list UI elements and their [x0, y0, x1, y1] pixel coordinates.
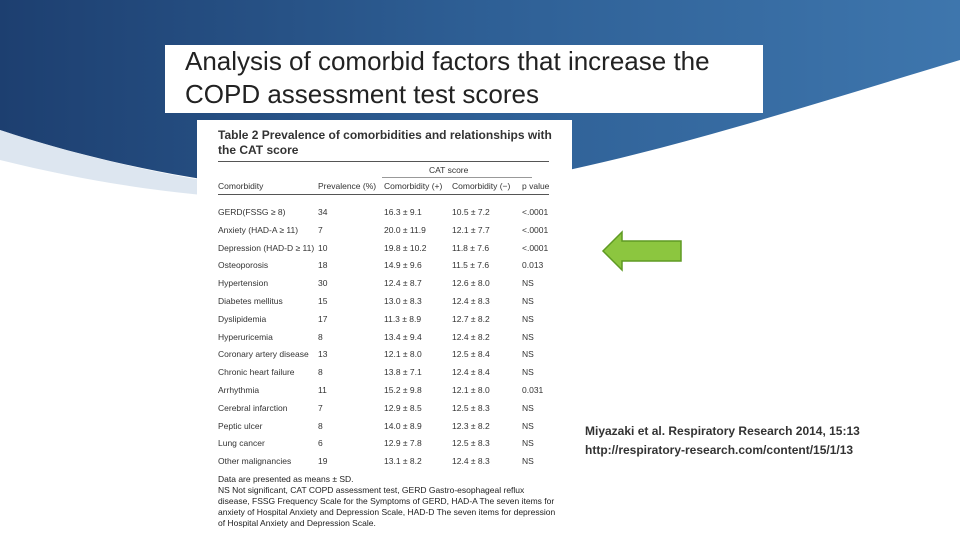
- footnote: Data are presented as means ± SD.: [218, 474, 354, 484]
- row-label: Dyslipidemia: [218, 313, 267, 324]
- cell: 12.5 ± 8.4: [452, 349, 490, 360]
- cell: 12.1 ± 7.7: [452, 224, 490, 235]
- table: Table 2 Prevalence of comorbidities and …: [197, 120, 572, 535]
- cell: 10.5 ± 7.2: [452, 207, 490, 217]
- cell: 12.6 ± 8.0: [452, 278, 490, 289]
- slide-title: Analysis of comorbid factors that increa…: [165, 45, 763, 113]
- cell: 13.4 ± 9.4: [384, 331, 422, 342]
- cell: 34: [318, 207, 328, 217]
- row-label: Arrhythmia: [218, 385, 260, 395]
- cell: 6: [318, 438, 323, 449]
- cell: NS: [522, 331, 534, 342]
- row-label: Diabetes mellitus: [218, 296, 283, 306]
- citation: Miyazaki et al. Respiratory Research 201…: [585, 422, 860, 460]
- row-label: Lung cancer: [218, 438, 265, 449]
- cell: 12.1 ± 8.0: [452, 385, 490, 395]
- cell: 8: [318, 331, 323, 342]
- cell: 13.8 ± 7.1: [384, 367, 422, 378]
- cell: 11: [318, 385, 327, 395]
- cell: 19: [318, 456, 328, 467]
- cell: 12.9 ± 7.8: [384, 438, 422, 449]
- column-header: Comorbidity (+): [384, 181, 443, 191]
- group-header: CAT score: [429, 165, 469, 175]
- cell: 14.0 ± 8.9: [384, 420, 422, 431]
- cell: NS: [522, 420, 534, 431]
- cell: 12.9 ± 8.5: [384, 402, 422, 413]
- cell: 13: [318, 349, 328, 360]
- cell: 7: [318, 224, 323, 235]
- row-label: Cerebral infarction: [218, 402, 288, 413]
- row-label: Hypertension: [218, 278, 269, 289]
- cell: NS: [522, 456, 534, 467]
- cell: 15.2 ± 9.8: [384, 385, 422, 395]
- column-header: Comorbidity: [218, 181, 264, 191]
- cell: <.0001: [522, 242, 549, 253]
- rule: [382, 177, 532, 178]
- arrow: [601, 230, 682, 272]
- row-label: Hyperuricemia: [218, 331, 273, 342]
- cell: NS: [522, 367, 534, 378]
- cell: 12.3 ± 8.2: [452, 420, 490, 431]
- cell: 30: [318, 278, 328, 289]
- cell: 18: [318, 260, 328, 271]
- cell: 19.8 ± 10.2: [384, 242, 427, 253]
- cell: 7: [318, 402, 323, 413]
- cell: NS: [522, 349, 534, 360]
- cell: <.0001: [522, 224, 549, 235]
- cell: 16.3 ± 9.1: [384, 207, 422, 217]
- cell: 8: [318, 367, 323, 378]
- row-label: Osteoporosis: [218, 260, 269, 271]
- cell: NS: [522, 296, 534, 306]
- column-header: Comorbidity (−): [452, 181, 511, 191]
- cell: <.0001: [522, 207, 549, 217]
- row-label: Peptic ulcer: [218, 420, 263, 431]
- cell: 12.5 ± 8.3: [452, 438, 490, 449]
- cell: 11.5 ± 7.6: [452, 260, 490, 271]
- cell: 12.7 ± 8.2: [452, 313, 490, 324]
- cell: 11.8 ± 7.6: [452, 242, 490, 253]
- column-header: p value: [522, 181, 550, 191]
- cell: 0.013: [522, 260, 544, 271]
- footnote: NS Not significant, CAT COPD assessment …: [218, 485, 556, 528]
- citation-line: http://respiratory-research.com/content/…: [585, 443, 854, 457]
- row-label: GERD(FSSG ≥ 8): [218, 207, 286, 217]
- footnotes: Data are presented as means ± SD. NS Not …: [218, 474, 558, 529]
- rule: [218, 194, 549, 195]
- citation-line: Miyazaki et al. Respiratory Research 201…: [585, 424, 860, 438]
- cell: NS: [522, 313, 534, 324]
- cell: 20.0 ± 11.9: [384, 224, 426, 235]
- row-label: Other malignancies: [218, 456, 292, 467]
- cell: 12.4 ± 8.3: [452, 296, 490, 306]
- cell: 12.4 ± 8.4: [452, 367, 490, 378]
- cell: NS: [522, 438, 534, 449]
- row-label: Coronary artery disease: [218, 349, 309, 360]
- cell: 13.0 ± 8.3: [384, 296, 422, 306]
- cell: 12.1 ± 8.0: [384, 349, 422, 360]
- cell: 15: [318, 296, 328, 306]
- cell: 14.9 ± 9.6: [384, 260, 422, 271]
- cell: 0.031: [522, 385, 544, 395]
- cell: 12.4 ± 8.2: [452, 331, 490, 342]
- row-label: Chronic heart failure: [218, 367, 295, 378]
- cell: 12.4 ± 8.7: [384, 278, 422, 289]
- row-label: Depression (HAD-D ≥ 11): [218, 242, 315, 253]
- cell: 13.1 ± 8.2: [384, 456, 422, 467]
- cell: NS: [522, 402, 534, 413]
- column-header: Prevalence (%): [318, 181, 377, 191]
- cell: 11.3 ± 8.9: [384, 313, 422, 324]
- cell: 12.5 ± 8.3: [452, 402, 490, 413]
- cell: 8: [318, 420, 323, 431]
- cell: 10: [318, 242, 328, 253]
- row-label: Anxiety (HAD-A ≥ 11): [218, 224, 299, 235]
- rule: [218, 161, 549, 162]
- cell: 12.4 ± 8.3: [452, 456, 490, 467]
- cell: 17: [318, 313, 328, 324]
- table-title: Table 2 Prevalence of comorbidities and …: [218, 128, 552, 157]
- cell: NS: [522, 278, 534, 289]
